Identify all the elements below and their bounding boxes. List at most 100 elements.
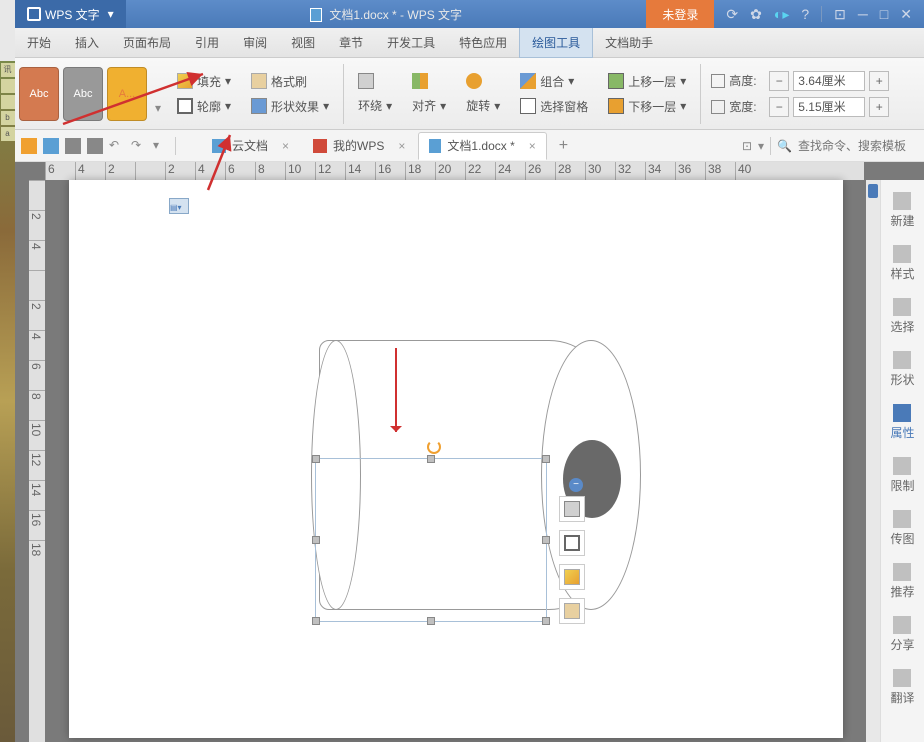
传图-icon [893, 510, 911, 528]
scroll-thumb[interactable] [868, 184, 878, 198]
send-backward-button[interactable]: 下移一层 ▾ [604, 96, 690, 117]
gallery-more-icon[interactable]: ▾ [151, 101, 165, 121]
sidebar-限制[interactable]: 限制 [890, 457, 914, 494]
selection-pane-button[interactable]: 选择窗格 [516, 96, 592, 117]
qat-more-icon[interactable]: ▾ [153, 138, 169, 154]
app-window: WPS 文字 ▾ 文档1.docx * - WPS 文字 未登录 ⟳ ✿ ◐▸ … [15, 0, 924, 742]
shape-styles-gallery[interactable]: Abc Abc A... ▾ [19, 67, 165, 121]
undo-icon[interactable]: ↶ [109, 138, 125, 154]
tabbar-menu-icon[interactable]: ▾ [758, 139, 764, 153]
推荐-icon [893, 563, 911, 581]
tab-mywps[interactable]: 我的WPS× [302, 132, 416, 160]
settings-icon[interactable]: ✿ [750, 6, 762, 23]
resize-handle-s[interactable] [427, 617, 435, 625]
page-options-icon[interactable]: ▤▾ [169, 198, 189, 214]
menu-绘图工具[interactable]: 绘图工具 [519, 27, 593, 58]
width-icon [711, 100, 725, 114]
resize-handle-ne[interactable] [542, 455, 550, 463]
command-search-input[interactable] [798, 139, 918, 153]
sidebar-属性[interactable]: 属性 [890, 404, 914, 441]
cloud-icon [212, 139, 226, 153]
rotate-button[interactable] [462, 71, 504, 91]
minimize-button[interactable]: ─ [858, 6, 868, 22]
horizontal-ruler[interactable]: 642246810121416182022242628303234363840 [45, 162, 864, 180]
float-close-icon[interactable]: − [569, 478, 583, 492]
bring-forward-button[interactable]: 上移一层 ▾ [604, 71, 690, 92]
tab-cloud[interactable]: 云文档× [201, 132, 300, 160]
menu-开始[interactable]: 开始 [15, 28, 63, 57]
tab-document[interactable]: 文档1.docx *× [418, 132, 546, 160]
menu-视图[interactable]: 视图 [279, 28, 327, 57]
selection-rectangle[interactable] [315, 458, 547, 622]
search-icon[interactable]: 🔍 [777, 139, 792, 153]
menu-特色应用[interactable]: 特色应用 [447, 28, 519, 57]
wrap-button[interactable] [354, 71, 396, 91]
float-outline-button[interactable] [559, 530, 585, 556]
menu-文档助手[interactable]: 文档助手 [593, 28, 665, 57]
sidebar-选择[interactable]: 选择 [890, 298, 914, 335]
resize-handle-n[interactable] [427, 455, 435, 463]
app-logo[interactable]: WPS 文字 ▾ [15, 0, 126, 28]
resize-handle-w[interactable] [312, 536, 320, 544]
tab-close-icon[interactable]: × [529, 139, 536, 153]
group-button[interactable]: 组合 ▾ [516, 71, 592, 92]
resize-handle-e[interactable] [542, 536, 550, 544]
vertical-ruler[interactable]: 2424681012141618 [29, 180, 45, 742]
window-title: 文档1.docx * - WPS 文字 [126, 6, 647, 23]
print-preview-icon[interactable] [65, 138, 81, 154]
skin-icon[interactable]: ◐▸ [774, 6, 789, 23]
document-page[interactable]: ▤▾ − [69, 180, 843, 738]
sidebar-翻译[interactable]: 翻译 [890, 669, 914, 706]
shape-effects-button[interactable]: 形状效果 ▾ [247, 96, 333, 117]
menu-审阅[interactable]: 审阅 [231, 28, 279, 57]
tab-close-icon[interactable]: × [398, 139, 405, 153]
sidebar-样式[interactable]: 样式 [890, 245, 914, 282]
height-decrease[interactable]: − [769, 71, 789, 91]
print-icon[interactable] [87, 138, 103, 154]
menu-页面布局[interactable]: 页面布局 [111, 28, 183, 57]
format-painter-button[interactable]: 格式刷 [247, 71, 333, 92]
save-icon[interactable] [43, 138, 59, 154]
sync-icon[interactable]: ⟳ [726, 6, 738, 23]
menu-引用[interactable]: 引用 [183, 28, 231, 57]
sidebar-传图[interactable]: 传图 [890, 510, 914, 547]
resize-handle-nw[interactable] [312, 455, 320, 463]
height-input[interactable] [793, 71, 865, 91]
align-icon [412, 73, 428, 89]
menu-插入[interactable]: 插入 [63, 28, 111, 57]
align-button[interactable] [408, 71, 450, 91]
window-controls: ⟳ ✿ ◐▸ ? ⊡ ─ □ ✕ [714, 6, 924, 23]
style-preset-3[interactable]: A... [107, 67, 147, 121]
menu-章节[interactable]: 章节 [327, 28, 375, 57]
outline-button[interactable]: 轮廓 ▾ [173, 96, 235, 117]
new-tab-button[interactable]: + [549, 137, 578, 155]
width-input[interactable] [793, 97, 865, 117]
sidebar-新建[interactable]: 新建 [890, 192, 914, 229]
close-button[interactable]: ✕ [900, 6, 912, 23]
help-icon[interactable]: ? [801, 6, 809, 22]
rotate-handle[interactable] [427, 440, 441, 454]
style-preset-1[interactable]: Abc [19, 67, 59, 121]
tabbar-settings-icon[interactable]: ⊡ [742, 139, 752, 153]
pin-icon[interactable]: ⊡ [834, 6, 846, 23]
login-button[interactable]: 未登录 [646, 0, 714, 28]
float-effect-button[interactable] [559, 598, 585, 624]
width-decrease[interactable]: − [769, 97, 789, 117]
style-preset-2[interactable]: Abc [63, 67, 103, 121]
open-icon[interactable] [21, 138, 37, 154]
redo-icon[interactable]: ↷ [131, 138, 147, 154]
float-fill-button[interactable] [559, 564, 585, 590]
tab-close-icon[interactable]: × [282, 139, 289, 153]
sidebar-推荐[interactable]: 推荐 [890, 563, 914, 600]
width-increase[interactable]: + [869, 97, 889, 117]
height-increase[interactable]: + [869, 71, 889, 91]
float-wrap-button[interactable] [559, 496, 585, 522]
menu-开发工具[interactable]: 开发工具 [375, 28, 447, 57]
resize-handle-se[interactable] [542, 617, 550, 625]
vertical-scrollbar[interactable] [866, 180, 880, 742]
maximize-button[interactable]: □ [880, 6, 888, 22]
sidebar-形状[interactable]: 形状 [890, 351, 914, 388]
sidebar-分享[interactable]: 分享 [890, 616, 914, 653]
fill-button[interactable]: 填充 ▾ [173, 71, 235, 92]
resize-handle-sw[interactable] [312, 617, 320, 625]
